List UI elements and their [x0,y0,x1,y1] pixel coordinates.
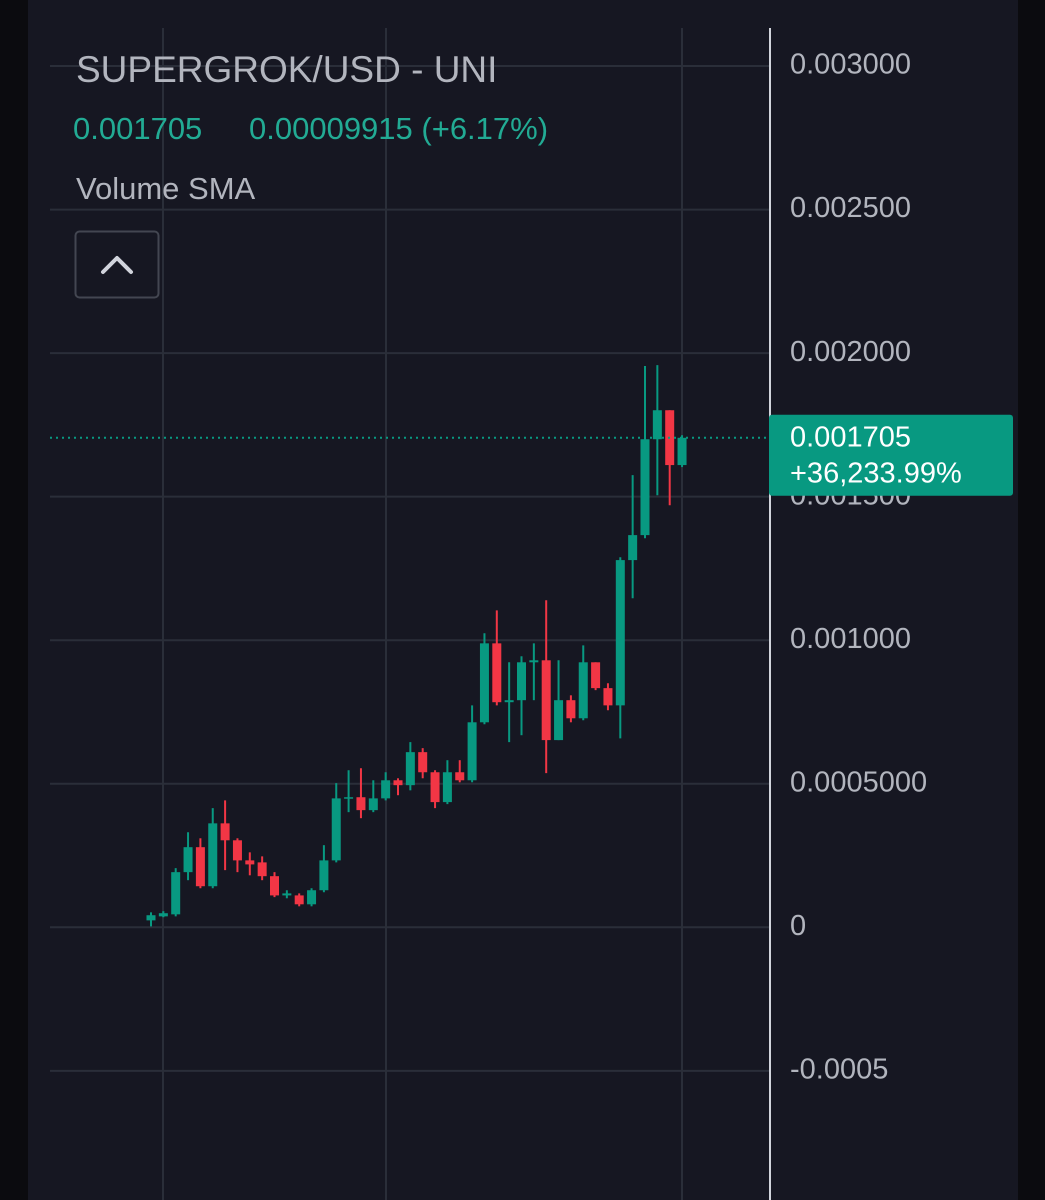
candle-body [368,798,378,811]
candle-body [492,643,502,703]
last-change-label: +36,233.99% [790,457,962,489]
candle-body [220,823,230,841]
indicator-label: Volume SMA [76,171,256,206]
candle-body [282,893,292,896]
candle-body [479,643,489,723]
y-tick-label: 0.0005000 [790,766,927,798]
candle-body [652,410,662,440]
candle-body [381,780,391,799]
y-tick-label: 0 [790,910,806,942]
candle-body [603,688,613,706]
candle-body [331,798,341,861]
change: 0.00009915 (+6.17%) [249,111,548,146]
candle-body [430,772,440,803]
candle-body [591,662,601,689]
candle-body [418,752,428,773]
candle-body [158,913,168,917]
panel [28,0,1018,1200]
y-tick-label: -0.0005 [790,1053,888,1085]
candle-body [171,872,181,915]
y-tick-label: 0.002000 [790,336,911,368]
candle-body [467,722,477,781]
candle-body [245,860,255,865]
candle-body [442,772,452,803]
candle-body [319,860,329,891]
candle-body [455,772,465,781]
candle-body [146,915,156,921]
candle-body [615,560,625,706]
candle-body [640,439,650,536]
candle-body [677,437,687,466]
candle-body [578,662,588,719]
candle-body [566,700,576,719]
chart-title: SUPERGROK/USD - UNI [76,49,497,90]
candle-body [183,847,193,873]
chevron-icon [101,256,133,274]
candle-body [294,895,304,905]
last-price-box: 0.001705 +36,233.99% [769,414,1013,496]
last-price-label-bg [769,414,1013,496]
candle-body [541,660,551,741]
y-tick-label: 0.003000 [790,49,911,81]
plot [50,65,770,1072]
y-tick-label: 0.002500 [790,192,911,224]
candle-body [504,700,514,703]
candle-body [208,823,218,887]
candle-body [307,890,317,905]
candle-body [232,840,242,861]
candle-body [517,662,526,701]
candle-body [554,700,564,741]
candle-body [195,847,205,887]
y-tick-label: 0.001000 [790,623,911,655]
candle-body [529,660,539,663]
candle-body [257,862,267,877]
collapse-button[interactable] [74,230,160,299]
price: 0.001705 [73,111,202,146]
candle-body [344,797,354,799]
candle-body [628,535,638,561]
candle-body [356,797,366,811]
candle-body [270,876,279,896]
last-price-label: 0.001705 [790,421,911,453]
candle-body [405,752,415,786]
candle-body [393,780,403,786]
